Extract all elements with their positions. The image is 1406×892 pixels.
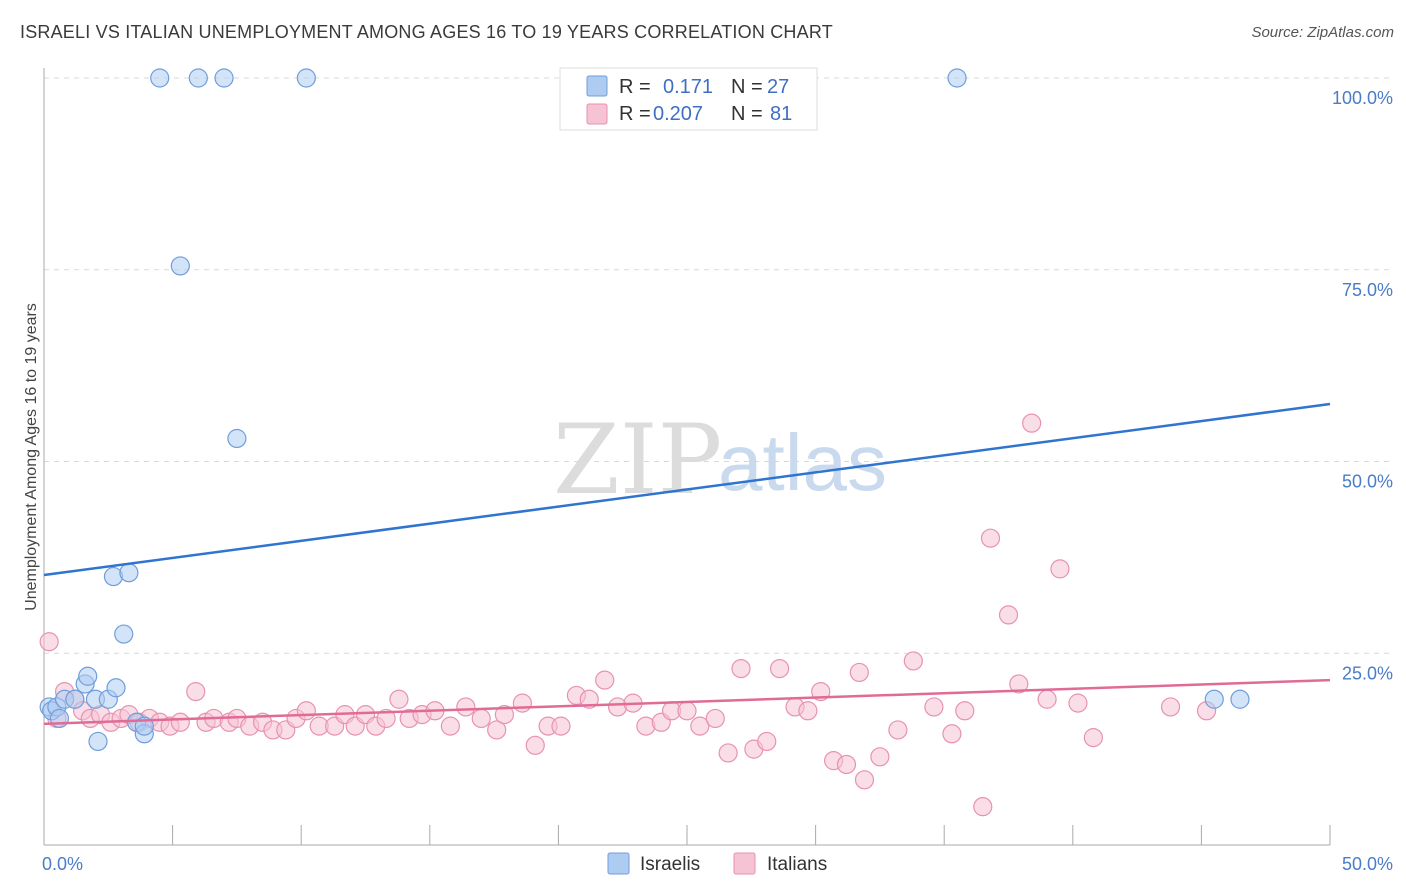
legend-n-value-italians: 81 (770, 103, 792, 125)
italians-point-39 (471, 708, 491, 729)
italians-point-45 (551, 716, 571, 736)
italians-point-78 (1009, 674, 1029, 694)
italians-point-71 (903, 651, 923, 671)
italians-point-0 (39, 632, 59, 652)
israelis-point-23 (296, 68, 316, 88)
italians-point-74 (955, 701, 975, 721)
italians-point-25 (296, 701, 316, 721)
italians-point-84 (1160, 697, 1181, 717)
italians-series (39, 413, 1217, 817)
israelis-point-12 (106, 678, 126, 698)
watermark-atlas: atlas (718, 418, 887, 507)
italians-point-70 (888, 720, 908, 740)
bottom-legend-swatch-italians (733, 852, 756, 875)
israelis-point-19 (170, 256, 190, 276)
italians-point-63 (798, 701, 818, 721)
series-legend: Israelis Italians (607, 852, 827, 875)
italians-point-56 (705, 708, 725, 729)
y-tick-labels: 25.0% 50.0% 75.0% 100.0% (1332, 88, 1393, 683)
italians-point-72 (924, 697, 944, 717)
italians-point-79 (1022, 413, 1042, 433)
italians-point-76 (980, 528, 1001, 548)
italians-point-55 (690, 716, 710, 736)
italians-point-83 (1083, 728, 1103, 748)
italians-point-80 (1037, 689, 1057, 709)
italians-point-48 (595, 670, 615, 690)
watermark-zip: ZIP (553, 404, 722, 516)
legend-r-label-israelis: R = (619, 76, 651, 98)
italians-point-82 (1068, 693, 1088, 713)
italians-point-40 (487, 720, 507, 740)
italians-point-37 (440, 716, 460, 736)
italians-point-66 (836, 754, 857, 775)
italians-point-73 (942, 724, 962, 744)
israelis-point-24 (947, 68, 967, 88)
israelis-point-21 (214, 68, 234, 88)
bottom-legend-label-israelis: Israelis (640, 854, 700, 875)
israelis-point-13 (114, 624, 134, 644)
grid-lines (44, 77, 1392, 654)
legend-n-label-italians: N = (731, 103, 763, 125)
watermark: ZIP atlas (553, 404, 887, 516)
chart-source: Source: ZipAtlas.com (1251, 24, 1394, 41)
israelis-series (39, 68, 1250, 752)
legend-n-label-israelis: N = (731, 76, 763, 98)
italians-point-58 (731, 658, 751, 679)
italians-point-69 (870, 747, 890, 767)
legend-swatch-israelis (586, 75, 608, 97)
italians-point-57 (718, 743, 738, 763)
israelis-point-7 (78, 666, 98, 686)
italians-point-32 (376, 708, 396, 729)
italians-point-60 (757, 731, 777, 752)
israelis-point-9 (88, 731, 108, 752)
italians-point-75 (973, 797, 993, 817)
israelis-point-5 (65, 689, 85, 709)
italians-point-77 (998, 605, 1019, 625)
bottom-legend-swatch-israelis (607, 852, 630, 875)
italians-trend-line (43, 678, 1331, 726)
legend-r-value-israelis: 0.171 (663, 76, 713, 98)
italians-point-38 (456, 697, 476, 717)
bottom-legend-label-italians: Italians (767, 854, 827, 875)
israelis-point-14 (119, 563, 139, 583)
israelis-trend-line (43, 402, 1331, 577)
chart-title: ISRAELI VS ITALIAN UNEMPLOYMENT AMONG AG… (20, 22, 833, 42)
italians-point-42 (512, 693, 532, 713)
y-tick-label-3: 100.0% (1332, 88, 1393, 108)
italians-point-81 (1050, 559, 1070, 579)
italians-point-43 (525, 735, 545, 755)
italians-point-54 (677, 701, 697, 721)
israelis-point-25 (1204, 689, 1224, 709)
x-tick-label-max: 50.0% (1342, 854, 1393, 874)
axes (43, 68, 1331, 846)
x-tick-label-min: 0.0% (42, 854, 83, 874)
italians-point-47 (579, 689, 599, 709)
israelis-point-22 (227, 428, 247, 449)
italians-point-67 (849, 662, 869, 683)
italians-point-33 (389, 689, 409, 709)
trend-lines (43, 402, 1331, 726)
y-tick-label-2: 75.0% (1342, 280, 1393, 300)
legend-r-label-italians: R = (619, 103, 651, 125)
legend-swatch-italians (586, 103, 608, 125)
y-tick-label-1: 50.0% (1342, 472, 1393, 492)
y-tick-label-0: 25.0% (1342, 663, 1393, 683)
israelis-point-18 (150, 68, 170, 88)
italians-point-15 (186, 681, 206, 702)
italians-point-61 (769, 658, 790, 679)
legend-n-value-israelis: 27 (767, 76, 789, 98)
italians-point-68 (854, 770, 875, 790)
italians-point-14 (170, 712, 190, 732)
legend-r-value-italians: 0.207 (653, 103, 703, 125)
y-axis-label: Unemployment Among Ages 16 to 19 years (23, 303, 40, 611)
israelis-point-26 (1230, 689, 1250, 709)
italians-point-41 (494, 705, 514, 725)
israelis-point-20 (188, 68, 208, 88)
correlation-legend: R = 0.171 N = 27 R = 0.207 N = 81 (559, 67, 818, 131)
